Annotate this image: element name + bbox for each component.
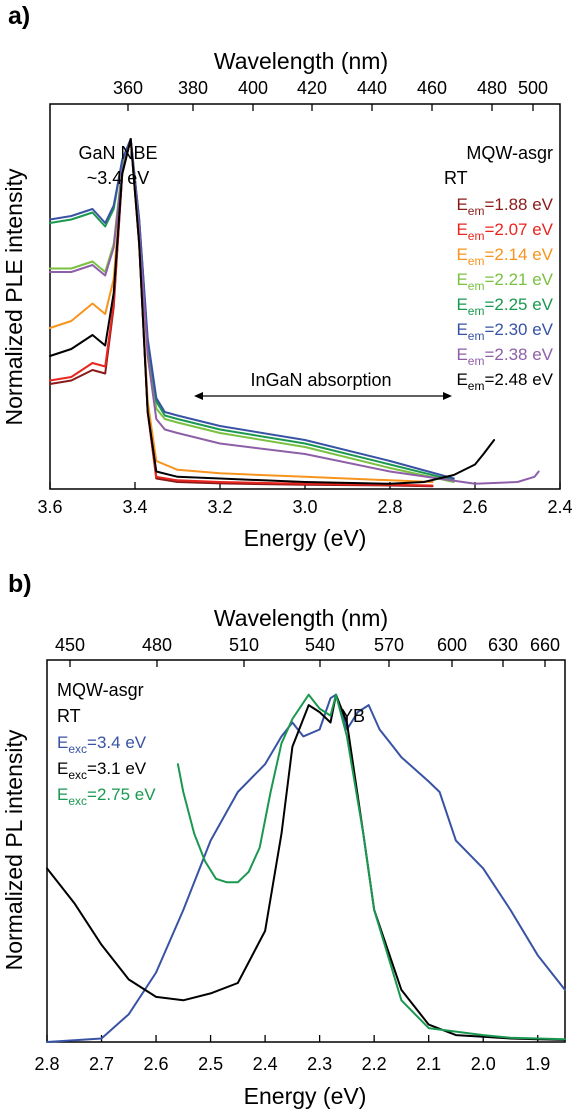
energy-tick-label: 2.1 — [416, 1054, 441, 1074]
energy-tick-label: 2.0 — [471, 1054, 496, 1074]
panel-b-series — [46, 693, 566, 1043]
energy-tick-label: 1.9 — [525, 1054, 550, 1074]
panel-b-label: b) — [8, 570, 32, 598]
wavelength-tick-label: 480 — [477, 78, 507, 98]
nbe-label: GaN NBE — [78, 143, 157, 163]
wavelength-tick-label: 600 — [437, 635, 467, 655]
energy-tick-label: 2.3 — [307, 1054, 332, 1074]
absorption-range-arrow — [194, 392, 452, 400]
panel-b-x-axis-title: Energy (eV) — [244, 1083, 367, 1109]
panel-a-y-axis-title: Normalized PLE intensity — [1, 168, 27, 425]
condition-label-a: RT — [444, 168, 468, 188]
panel-a-ticks: 3.6 3.4 3.2 3.0 2.8 2.6 2.4 360 380 400 420 440 460 4… — [37, 78, 572, 517]
legend-entry: Eexc=3.4 eV — [57, 733, 147, 756]
energy-tick-label: 3.4 — [122, 497, 147, 517]
energy-tick-label: 2.6 — [144, 1054, 169, 1074]
panel-a-label: a) — [8, 2, 30, 30]
energy-tick-label: 2.2 — [362, 1054, 387, 1074]
energy-tick-label: 2.8 — [34, 1054, 59, 1074]
wavelength-tick-label: 660 — [530, 635, 560, 655]
wavelength-tick-label: 480 — [142, 635, 172, 655]
series-line — [176, 693, 566, 1041]
panel-b-top-axis-title: Wavelength (nm) — [214, 605, 388, 631]
energy-tick-label: 3.0 — [292, 497, 317, 517]
panel-b-plot-frame — [46, 659, 566, 1043]
sample-label-b: MQW-asgr — [57, 680, 144, 700]
energy-tick-label: 2.8 — [377, 497, 402, 517]
panel-a-x-axis-title: Energy (eV) — [244, 525, 367, 551]
wavelength-tick-label: 380 — [178, 78, 208, 98]
series-line — [49, 138, 434, 488]
legend-entry: Eexc=2.75 eV — [57, 785, 156, 808]
wavelength-tick-label: 420 — [297, 78, 327, 98]
wavelength-tick-label: 630 — [488, 635, 518, 655]
absorption-label: InGaN absorption — [250, 370, 391, 390]
panel-b-ticks: 2.8 2.7 2.6 2.5 2.4 2.3 2.2 2.1 2.0 1.9 450 480 510 5… — [34, 635, 560, 1074]
legend-entry: Eem=2.48 eV — [456, 370, 553, 393]
legend-entry: Eem=2.30 eV — [456, 320, 553, 343]
legend-entry: Eexc=3.1 eV — [57, 759, 147, 782]
panel-b-y-axis-title: Normalized PL intensity — [1, 729, 27, 970]
series-line — [49, 138, 496, 485]
nbe-energy-label: ~3.4 eV — [87, 168, 150, 188]
wavelength-tick-label: 510 — [229, 635, 259, 655]
wavelength-tick-label: 360 — [113, 78, 143, 98]
energy-tick-label: 2.5 — [198, 1054, 223, 1074]
series-line — [49, 138, 540, 485]
energy-tick-label: 2.7 — [89, 1054, 114, 1074]
condition-label-b: RT — [57, 706, 81, 726]
yb-peak-label: YB — [341, 706, 365, 726]
wavelength-tick-label: 570 — [374, 635, 404, 655]
energy-tick-label: 2.6 — [462, 497, 487, 517]
wavelength-tick-label: 460 — [417, 78, 447, 98]
wavelength-tick-label: 540 — [305, 635, 335, 655]
energy-tick-label: 2.4 — [253, 1054, 278, 1074]
wavelength-tick-label: 450 — [55, 635, 85, 655]
series-line — [49, 138, 434, 483]
legend-entry: Eem=2.14 eV — [456, 245, 553, 268]
sample-label-a: MQW-asgr — [466, 143, 553, 163]
wavelength-tick-label: 440 — [357, 78, 387, 98]
legend-entry: Eem=2.25 eV — [456, 295, 553, 318]
wavelength-tick-label: 500 — [518, 78, 548, 98]
legend-entry: Eem=2.21 eV — [456, 270, 553, 293]
energy-tick-label: 3.2 — [207, 497, 232, 517]
panel-a: a) Wavelength (nm) 3.6 3.4 3.2 3.0 2.8 2.6 2.4… — [1, 2, 573, 551]
legend-entry: Eem=2.07 eV — [456, 220, 553, 243]
legend-entry: Eem=2.38 eV — [456, 345, 553, 368]
energy-tick-label: 3.6 — [37, 497, 62, 517]
legend-entry: Eem=1.88 eV — [456, 195, 553, 218]
series-line — [46, 693, 566, 1041]
panel-b: b) Wavelength (nm) 2.8 2.7 2.6 2.5 2.4 2.3 2.2… — [1, 570, 566, 1109]
wavelength-tick-label: 400 — [238, 78, 268, 98]
energy-tick-label: 2.4 — [547, 497, 572, 517]
panel-a-series — [49, 138, 540, 488]
panel-b-legend: Eexc=3.4 eV Eexc=3.1 eV Eexc=2.75 eV — [57, 733, 156, 808]
panel-a-top-axis-title: Wavelength (nm) — [214, 48, 388, 74]
